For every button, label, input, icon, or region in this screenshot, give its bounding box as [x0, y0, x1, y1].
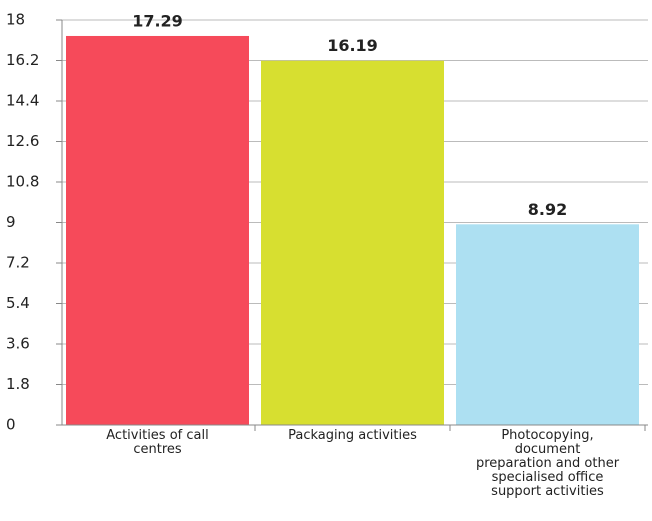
y-tick-label: 16.2 — [6, 51, 39, 69]
y-tick-label: 0 — [6, 416, 16, 434]
y-tick-label: 5.4 — [6, 294, 30, 312]
x-tick-label: Activities of call centres — [106, 428, 209, 457]
y-tick-label: 14.4 — [6, 92, 39, 110]
y-tick-label: 10.8 — [6, 173, 39, 191]
y-tick-label: 18 — [6, 11, 25, 29]
data-label: 8.92 — [528, 200, 567, 219]
x-tick-label: Packaging activities — [288, 428, 417, 443]
x-tick-label: Photocopying, document preparation and o… — [475, 428, 620, 499]
y-tick-label: 3.6 — [6, 335, 30, 353]
data-label: 17.29 — [132, 11, 183, 30]
data-label: 16.19 — [327, 36, 378, 55]
bar — [66, 35, 249, 425]
y-tick-label: 9 — [6, 213, 16, 231]
bar — [261, 60, 444, 425]
y-tick-label: 7.2 — [6, 254, 30, 272]
y-tick-label: 12.6 — [6, 132, 39, 150]
y-tick-label: 1.8 — [6, 375, 30, 393]
bar — [456, 224, 639, 425]
